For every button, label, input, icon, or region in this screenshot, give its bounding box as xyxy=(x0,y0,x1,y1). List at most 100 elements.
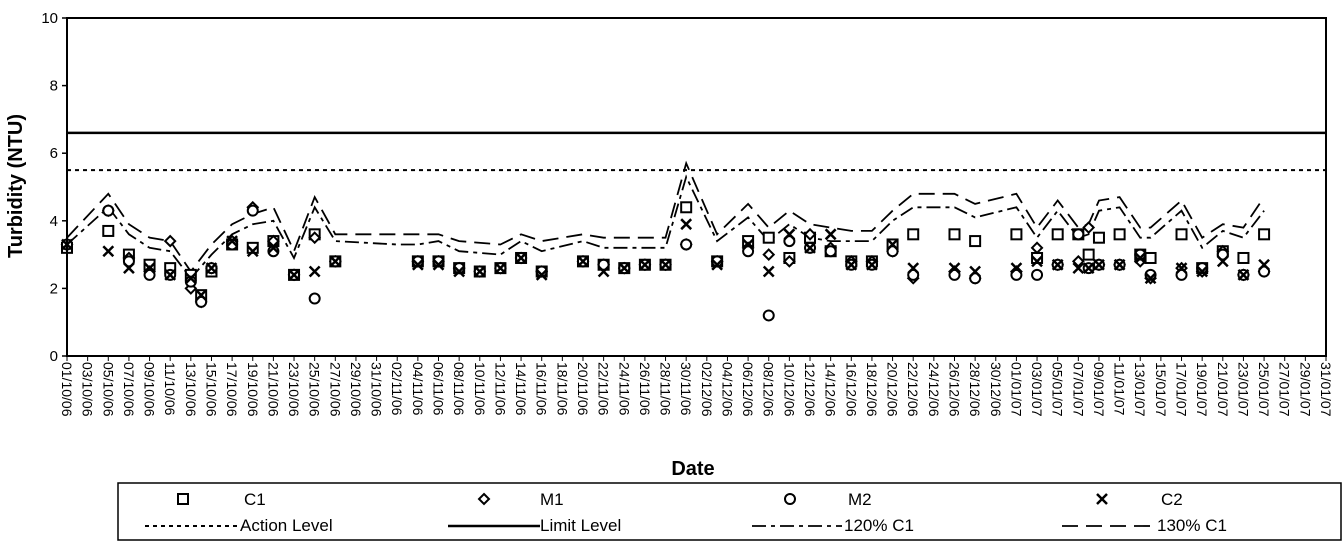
c2-point xyxy=(205,262,218,275)
c1-point xyxy=(907,228,920,241)
x-tick-label: 25/01/07 xyxy=(1256,362,1272,417)
legend-label-c2: C2 xyxy=(1161,490,1183,509)
c2-point xyxy=(597,265,610,278)
x-tick-label: 19/01/07 xyxy=(1194,362,1210,417)
legend-label-action-level: Action Level xyxy=(240,516,333,535)
x-tick-label: 31/01/07 xyxy=(1318,362,1334,417)
x-tick-label: 06/11/06 xyxy=(431,362,447,416)
c2-point xyxy=(123,262,135,275)
x-tick-label: 31/10/06 xyxy=(369,362,385,417)
c2-point xyxy=(969,265,982,278)
c2-point xyxy=(948,262,961,275)
m1-point xyxy=(308,231,322,245)
m1-point xyxy=(163,234,177,248)
x-tick-label: 17/01/07 xyxy=(1174,362,1190,417)
c1-point xyxy=(1113,228,1126,241)
x-tick-label: 12/12/06 xyxy=(802,362,818,417)
legend-label-c1: C1 xyxy=(244,490,266,509)
legend-label-130-c1: 130% C1 xyxy=(1157,516,1227,535)
x-tick-label: 02/12/06 xyxy=(699,362,715,417)
c2-point xyxy=(195,289,208,302)
x-tick-label: 03/10/06 xyxy=(80,362,96,417)
c2-point xyxy=(329,255,342,268)
x-tick-label: 22/11/06 xyxy=(596,362,612,416)
y-tick-label: 6 xyxy=(50,145,58,162)
x-tick-label: 20/11/06 xyxy=(575,362,591,416)
c2-point xyxy=(143,262,156,275)
c2-point xyxy=(246,245,259,258)
x-tick-label: 29/01/07 xyxy=(1297,362,1313,417)
c2-point xyxy=(432,258,445,271)
x-tick-label: 15/10/06 xyxy=(203,362,219,417)
x-tick-label: 23/10/06 xyxy=(286,362,302,417)
m2-point xyxy=(762,309,775,322)
y-tick-label: 8 xyxy=(50,78,58,95)
x-tick-label: 04/11/06 xyxy=(410,362,426,416)
c2-point xyxy=(804,241,816,254)
x-tick-label: 09/10/06 xyxy=(142,362,158,417)
x-tick-label: 07/01/07 xyxy=(1070,362,1086,417)
c2-point xyxy=(411,258,424,271)
x-tick-label: 10/11/06 xyxy=(472,362,488,416)
x-tick-label: 27/10/06 xyxy=(327,362,343,417)
c2-point xyxy=(1010,262,1023,275)
x-tick-label: 01/10/06 xyxy=(59,362,75,417)
m1-point xyxy=(1082,221,1096,234)
m2-point xyxy=(246,204,259,217)
c2-point xyxy=(494,262,507,275)
x-tick-label: 06/12/06 xyxy=(740,362,756,417)
plot-area-frame xyxy=(66,17,1327,357)
legend-label-m1: M1 xyxy=(540,490,564,509)
x-tick-label: 11/10/06 xyxy=(162,362,178,416)
legend: C1 M1 M2 C2 Action Level Limit Level 120… xyxy=(117,482,1342,541)
x-tick-label: 16/11/06 xyxy=(534,362,550,416)
x-tick-label: 17/10/06 xyxy=(224,362,240,417)
c1-point xyxy=(680,201,693,214)
x-tick-label: 24/11/06 xyxy=(616,362,632,416)
c2-point xyxy=(1134,252,1147,264)
c2-point xyxy=(742,238,754,251)
c1-point xyxy=(1051,228,1064,241)
legend-symbol-m1 xyxy=(477,492,491,506)
x-axis-ticks: 01/10/06 03/10/06 05/10/06 07/10/06 09/10/06… xyxy=(59,356,1334,417)
x-tick-label: 30/11/06 xyxy=(678,362,694,416)
c1-point xyxy=(1092,231,1105,244)
c2-point xyxy=(267,241,280,254)
m1-point xyxy=(762,248,776,262)
130pct-c1-line xyxy=(66,160,1265,274)
c2-point xyxy=(1093,258,1105,271)
y-axis-title: Turbidity (NTU) xyxy=(5,114,27,258)
x-tick-label: 04/12/06 xyxy=(719,362,735,417)
x-tick-label: 19/10/06 xyxy=(245,362,261,417)
c1-point xyxy=(1175,228,1188,241)
x-tick-label: 07/10/06 xyxy=(121,362,137,417)
y-tick-label: 10 xyxy=(41,10,58,27)
c2-point xyxy=(824,228,837,241)
legend-box xyxy=(117,482,1342,541)
x-tick-label: 02/11/06 xyxy=(389,362,405,416)
c2-point xyxy=(618,262,631,275)
m1-point xyxy=(782,254,796,268)
c2-point xyxy=(1031,255,1043,268)
x-tick-label: 16/12/06 xyxy=(843,362,859,417)
c2-point xyxy=(1175,262,1188,275)
m1-point xyxy=(803,227,817,241)
m2-point xyxy=(308,292,321,305)
x-tick-label: 20/12/06 xyxy=(885,362,901,417)
c2-point xyxy=(1082,262,1095,275)
c2-point xyxy=(1237,268,1250,281)
c2-point xyxy=(453,265,466,278)
x-axis-title: Date xyxy=(671,458,714,480)
x-tick-label: 23/01/07 xyxy=(1235,362,1251,417)
c2-point xyxy=(102,245,115,258)
c1-point xyxy=(969,235,982,248)
c2-point xyxy=(1196,265,1209,278)
legend-label-limit-level: Limit Level xyxy=(540,516,621,535)
c2-point xyxy=(535,268,548,281)
legend-symbol-c1 xyxy=(177,493,189,505)
legend-symbol-m2 xyxy=(784,493,796,505)
c2-point xyxy=(184,272,197,285)
x-tick-label: 26/11/06 xyxy=(637,362,653,416)
